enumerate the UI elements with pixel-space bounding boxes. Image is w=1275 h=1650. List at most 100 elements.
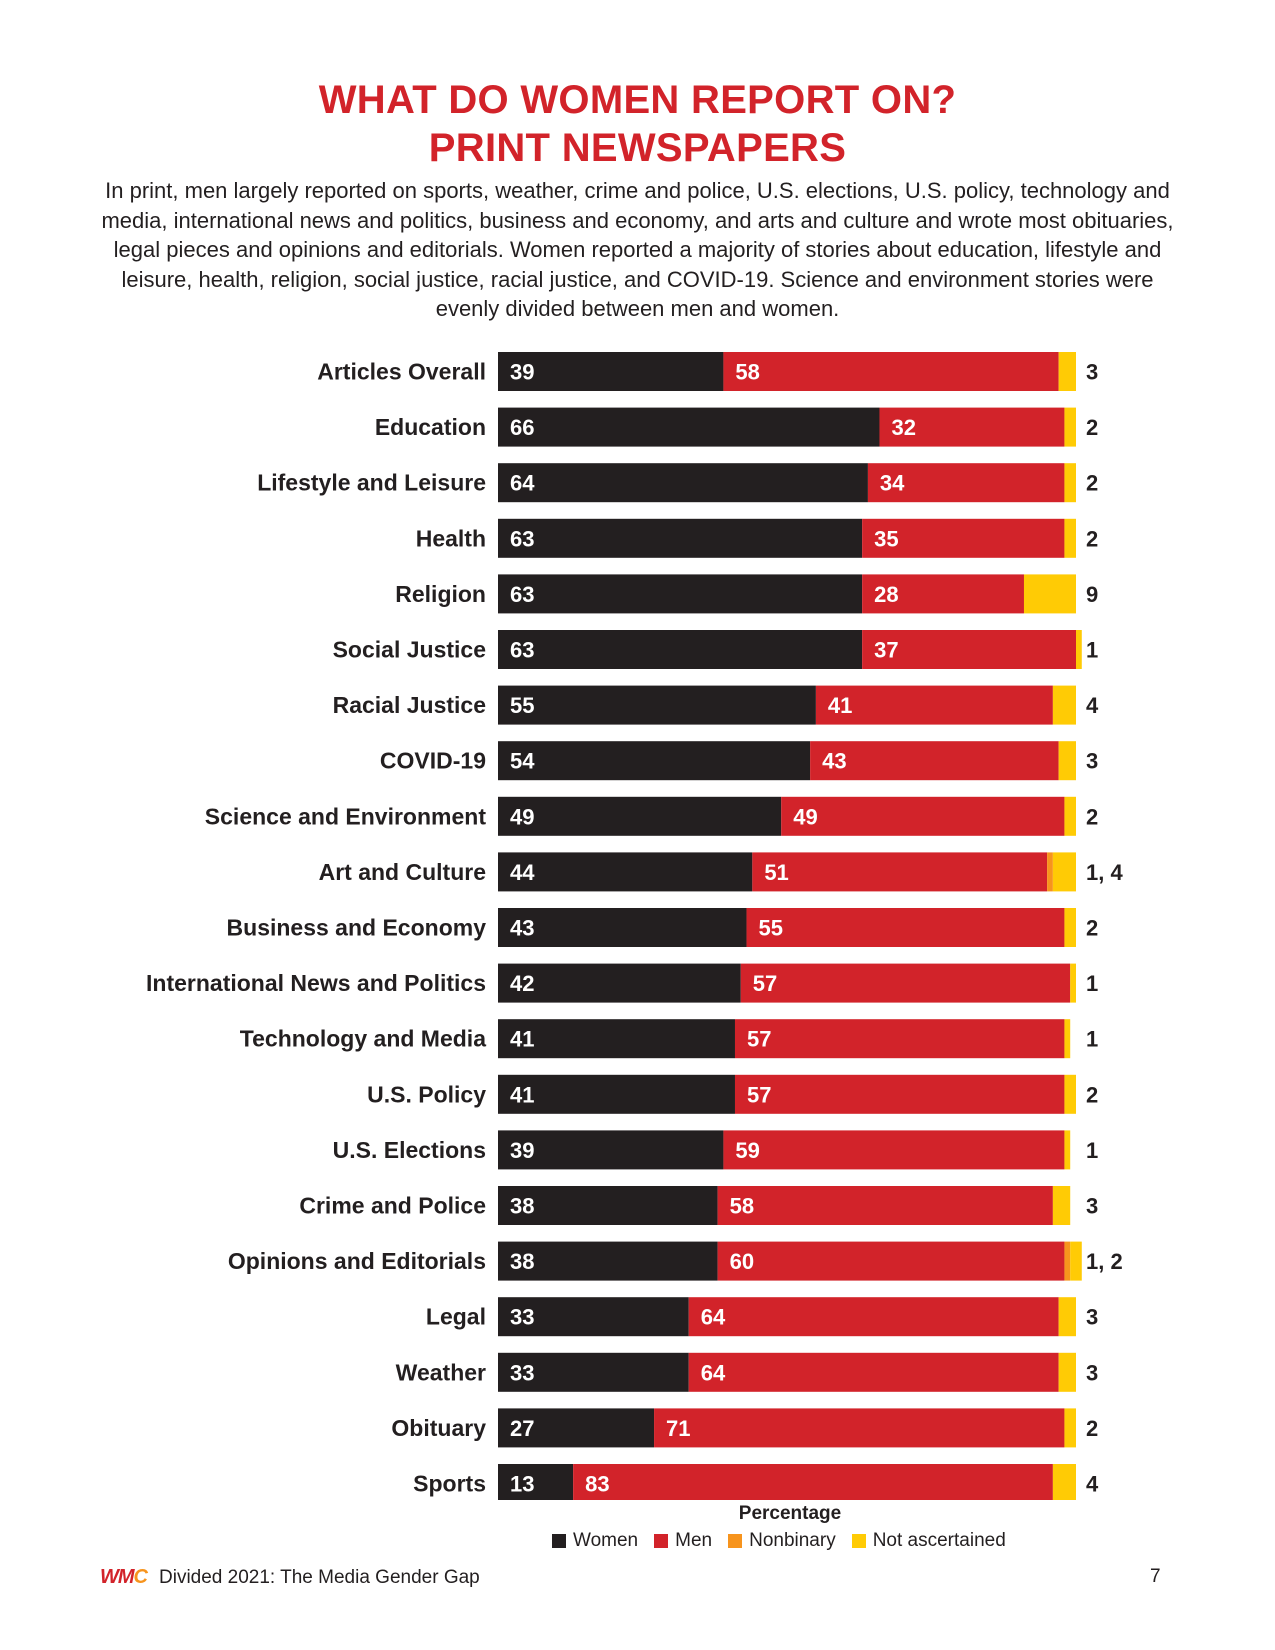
category-label-health: Health [416,525,486,551]
legend: Women Men Nonbinary Not ascertained [552,1530,1006,1552]
bar-not-ascertained-u-s-policy [1064,1074,1076,1114]
data-label-end-legal: 3 [1086,1305,1098,1330]
bar-women-religion [498,574,863,614]
data-label-end-religion: 9 [1086,582,1098,607]
bar-not-ascertained-obituary [1064,1408,1076,1448]
bar-not-ascertained-technology-and-media [1064,1019,1071,1059]
data-label-end-crime-and-police: 3 [1086,1194,1098,1219]
bar-women-social-justice [498,630,863,669]
legend-label-nonbinary: Nonbinary [749,1530,836,1551]
category-label-business-and-economy: Business and Economy [227,915,487,941]
category-label-science-and-environment: Science and Environment [205,803,487,829]
data-label-men-business-and-economy: 55 [759,916,783,941]
bar-not-ascertained-crime-and-police [1052,1186,1071,1225]
bar-not-ascertained-opinions-and-editorials [1070,1241,1082,1281]
category-label-technology-and-media: Technology and Media [240,1026,486,1052]
data-label-men-sports: 83 [585,1472,609,1497]
data-label-men-crime-and-police: 58 [730,1194,754,1219]
category-label-sports: Sports [413,1471,486,1497]
data-label-women-sports: 13 [510,1472,534,1497]
data-label-end-science-and-environment: 2 [1086,804,1098,829]
data-label-men-obituary: 71 [666,1416,690,1441]
bar-not-ascertained-science-and-environment [1064,796,1076,836]
bar-women-international-news-and-politics [498,963,741,1003]
bar-women-racial-justice [498,685,816,725]
data-label-end-sports: 4 [1086,1472,1099,1497]
data-label-women-u-s-elections: 39 [510,1138,534,1163]
category-label-articles-overall: Articles Overall [317,359,486,385]
category-label-education: Education [375,414,486,440]
category-label-legal: Legal [426,1304,486,1330]
data-label-end-articles-overall: 3 [1086,360,1098,385]
data-label-men-health: 35 [874,526,898,551]
data-label-women-articles-overall: 39 [510,360,534,385]
data-label-women-health: 63 [510,526,534,551]
data-label-end-u-s-policy: 2 [1086,1082,1098,1107]
bar-not-ascertained-health [1064,518,1076,558]
category-label-international-news-and-politics: International News and Politics [146,970,486,996]
bar-men-art-and-culture [752,852,1048,892]
data-label-end-weather: 3 [1086,1360,1098,1385]
legend-item-men: Men [654,1530,712,1552]
data-label-end-lifestyle-and-leisure: 2 [1086,471,1098,496]
data-label-women-art-and-culture: 44 [510,860,535,885]
data-label-men-racial-justice: 41 [828,693,852,718]
report-title: Divided 2021: The Media Gender Gap [159,1566,480,1588]
page-number: 7 [1150,1566,1161,1587]
bar-nonbinary-art-and-culture [1047,852,1053,892]
category-label-opinions-and-editorials: Opinions and Editorials [228,1248,486,1274]
bar-men-international-news-and-politics [740,963,1071,1003]
legend-swatch-women [552,1534,566,1548]
wmc-logo: WMC [100,1566,148,1588]
bar-women-opinions-and-editorials [498,1241,718,1281]
data-label-end-art-and-culture: 1, 4 [1086,860,1123,885]
bar-not-ascertained-religion [1023,574,1076,614]
data-label-men-technology-and-media: 57 [747,1027,771,1052]
category-label-social-justice: Social Justice [333,637,486,663]
data-label-men-legal: 64 [701,1305,726,1330]
data-label-women-technology-and-media: 41 [510,1027,534,1052]
bar-not-ascertained-social-justice [1076,630,1082,669]
category-label-crime-and-police: Crime and Police [299,1193,486,1219]
data-label-women-racial-justice: 55 [510,693,534,718]
chart-subtitle: In print, men largely reported on sports… [101,178,1174,321]
bar-women-weather [498,1352,689,1392]
data-label-end-education: 2 [1086,415,1098,440]
bar-women-health [498,518,863,558]
bar-men-lifestyle-and-leisure [867,463,1065,503]
bar-men-u-s-policy [734,1074,1065,1114]
bar-men-technology-and-media [734,1019,1065,1059]
data-label-women-legal: 33 [510,1305,534,1330]
bar-men-business-and-economy [746,908,1065,947]
data-label-men-weather: 64 [701,1360,726,1385]
bar-women-crime-and-police [498,1186,718,1225]
category-label-weather: Weather [396,1359,486,1385]
data-label-men-articles-overall: 58 [735,360,759,385]
bar-not-ascertained-business-and-economy [1064,908,1076,947]
category-label-obituary: Obituary [391,1415,486,1441]
legend-label-not-ascertained: Not ascertained [872,1530,1006,1551]
data-label-men-u-s-policy: 57 [747,1082,771,1107]
bar-not-ascertained-u-s-elections [1064,1130,1071,1170]
category-label-art-and-culture: Art and Culture [319,859,486,885]
chart-title-line2: PRINT NEWSPAPERS [428,126,847,170]
bar-men-education [879,407,1065,447]
category-label-racial-justice: Racial Justice [333,692,486,718]
bar-men-crime-and-police [717,1186,1053,1225]
bar-women-education [498,407,880,447]
data-label-women-social-justice: 63 [510,638,534,663]
chart-title-line1: WHAT DO WOMEN REPORT ON? [318,78,957,122]
data-label-women-u-s-policy: 41 [510,1082,534,1107]
data-label-women-business-and-economy: 43 [510,916,534,941]
data-label-women-science-and-environment: 49 [510,804,534,829]
bar-not-ascertained-lifestyle-and-leisure [1064,463,1076,503]
data-label-men-religion: 28 [874,582,898,607]
data-label-men-education: 32 [891,415,915,440]
data-label-end-racial-justice: 4 [1086,693,1099,718]
bar-men-racial-justice [815,685,1053,725]
bar-not-ascertained-legal [1058,1297,1076,1337]
bar-not-ascertained-international-news-and-politics [1070,963,1076,1003]
bar-women-covid-19 [498,741,811,781]
bar-not-ascertained-education [1064,407,1076,447]
legend-swatch-not-ascertained [851,1534,866,1548]
